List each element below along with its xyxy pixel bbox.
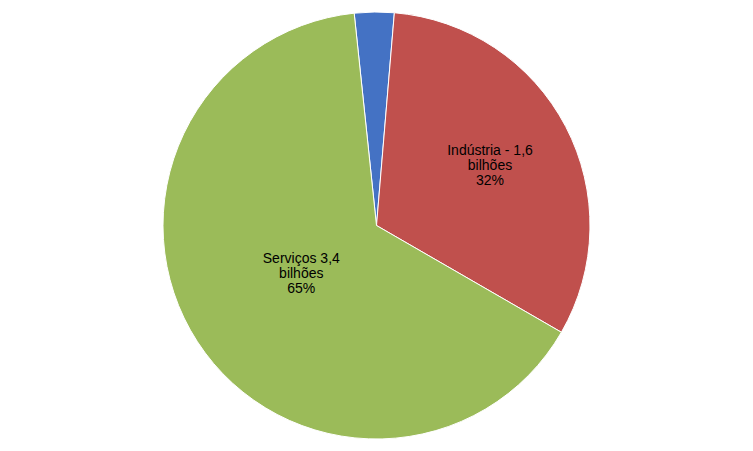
chart-svg: Indústria - 1,6bilhões32%Serviços 3,4bil… (0, 0, 753, 451)
slice-label-line: 65% (287, 280, 315, 296)
slice-label-line: bilhões (468, 157, 512, 173)
pie-group (163, 12, 590, 439)
slice-label-line: bilhões (279, 265, 323, 281)
label-group: Indústria - 1,6bilhões32%Serviços 3,4bil… (263, 142, 533, 296)
slice-label-line: Indústria - 1,6 (447, 142, 533, 158)
pie-slice (163, 13, 561, 439)
slice-label-line: Serviços 3,4 (263, 250, 340, 266)
slice-label: Serviços 3,4bilhões65% (263, 250, 340, 296)
slice-label-line: 32% (476, 172, 504, 188)
slice-label: Indústria - 1,6bilhões32% (447, 142, 533, 188)
